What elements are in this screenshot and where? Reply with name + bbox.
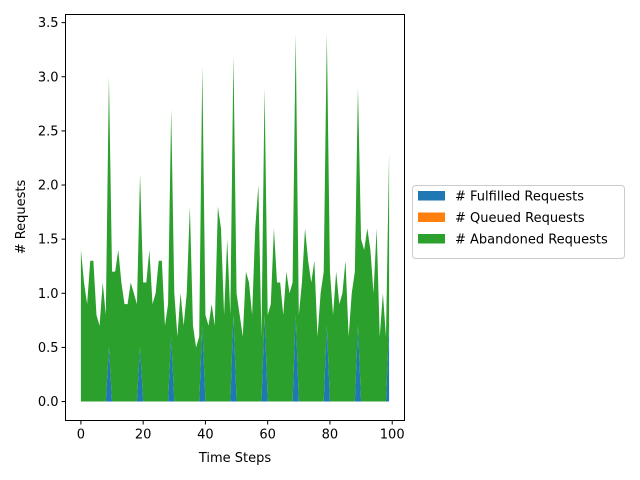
y-tick-label: 3.5 xyxy=(38,16,59,31)
x-tick-label: 80 xyxy=(322,428,339,443)
x-axis: 0 20 40 60 80 100 xyxy=(77,420,405,443)
y-tick-label: 2.5 xyxy=(38,124,59,139)
legend-label: # Fulfilled Requests xyxy=(455,190,584,205)
y-tick-label: 1.5 xyxy=(38,233,59,248)
plot-areas xyxy=(80,33,390,402)
x-tick-label: 40 xyxy=(197,428,214,443)
legend-label: # Queued Requests xyxy=(455,211,585,226)
legend-swatch xyxy=(418,191,445,201)
y-axis-label: # Requests xyxy=(14,179,29,254)
legend-label: # Abandoned Requests xyxy=(455,233,608,248)
y-tick-label: 3.0 xyxy=(38,70,59,85)
x-tick-label: 20 xyxy=(135,428,152,443)
y-tick-label: 2.0 xyxy=(38,179,59,194)
plot-frame xyxy=(65,14,405,421)
legend: # Fulfilled Requests # Queued Requests # A… xyxy=(412,185,625,259)
y-tick-label: 1.0 xyxy=(38,287,59,302)
x-tick-label: 100 xyxy=(380,428,405,443)
y-tick-label: 0.5 xyxy=(38,341,59,356)
legend-frame xyxy=(412,185,625,259)
y-axis: 0.0 0.5 1.0 1.5 2.0 2.5 3.0 3.5 xyxy=(38,16,66,410)
legend-swatch xyxy=(418,212,445,222)
x-axis-label: Time Steps xyxy=(198,451,272,466)
y-tick-label: 0.0 xyxy=(38,395,59,410)
x-tick-label: 0 xyxy=(77,428,85,443)
x-tick-label: 60 xyxy=(259,428,276,443)
legend-swatch xyxy=(418,234,445,244)
area-series-2 xyxy=(80,33,390,402)
